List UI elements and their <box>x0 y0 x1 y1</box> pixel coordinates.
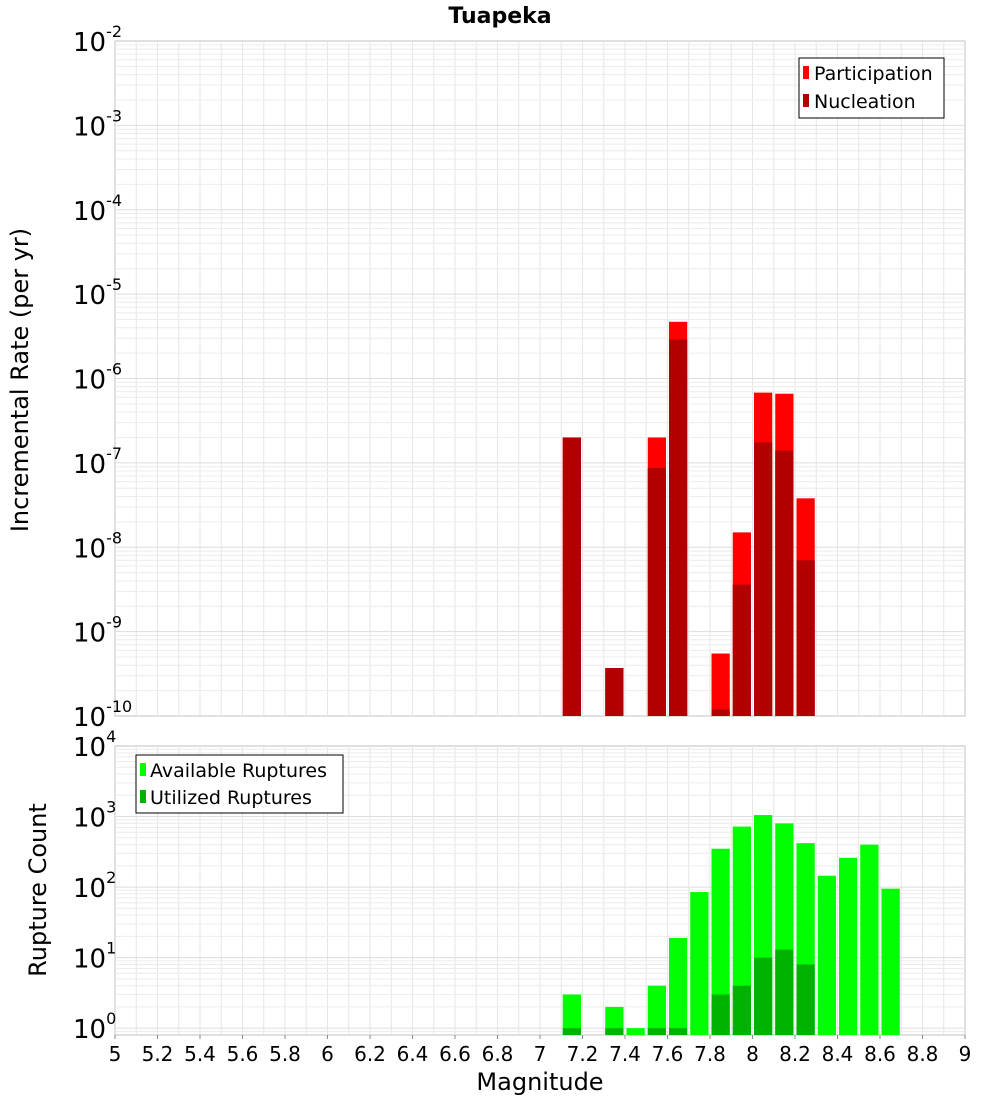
y-tick-label: 100 <box>73 1009 116 1045</box>
x-tick-label: 8.8 <box>907 1042 939 1066</box>
bar-nucleation <box>775 450 794 716</box>
rate-grid <box>115 41 965 716</box>
y-tick-label: 10-10 <box>73 697 132 733</box>
y-tick-label: 10-8 <box>73 528 122 564</box>
x-ticks: 5 5.2 5.4 5.6 5.8 6 6.2 6.4 6.6 6.8 7 7.2 7.4 7.6 7.8 8… <box>109 1035 972 1066</box>
bar-nucleation <box>669 339 688 716</box>
x-tick-label: 7.2 <box>567 1042 599 1066</box>
x-tick-label: 6.2 <box>354 1042 386 1066</box>
legend-swatch-available <box>140 763 146 776</box>
count-legend-box <box>135 754 344 814</box>
x-tick-label: 6.6 <box>439 1042 471 1066</box>
x-tick-label: 5.4 <box>184 1042 216 1066</box>
x-tick-label: 7 <box>534 1042 547 1066</box>
x-tick-label: 9 <box>959 1042 972 1066</box>
bar-utilized-ruptures <box>647 1028 666 1035</box>
bar-utilized-ruptures <box>669 1028 688 1035</box>
bar-available-ruptures <box>605 1006 624 1035</box>
legend-swatch-utilized <box>140 790 146 803</box>
y-tick-label: 10-7 <box>73 444 122 480</box>
count-y-ticks: 100 101 102 103 104 <box>73 727 116 1045</box>
bar-available-ruptures <box>562 994 581 1035</box>
bar-available-ruptures <box>881 888 900 1035</box>
y-tick-label: 10-9 <box>73 613 122 649</box>
bar-nucleation <box>562 437 581 716</box>
bar-nucleation <box>605 668 624 716</box>
x-tick-label: 6.4 <box>397 1042 429 1066</box>
x-tick-label: 5.2 <box>142 1042 174 1066</box>
bar-nucleation <box>754 442 773 716</box>
x-tick-label: 6.8 <box>482 1042 514 1066</box>
x-tick-label: 6 <box>321 1042 334 1066</box>
bar-nucleation <box>796 560 815 716</box>
bar-utilized-ruptures <box>732 985 751 1035</box>
rate-bars <box>562 321 815 716</box>
bar-nucleation <box>647 467 666 716</box>
x-tick-label: 7.4 <box>609 1042 641 1066</box>
y-tick-label: 102 <box>73 868 116 904</box>
legend-swatch-participation <box>803 66 809 79</box>
y-tick-label: 103 <box>73 798 116 834</box>
bar-available-ruptures <box>669 937 688 1035</box>
bar-available-ruptures <box>839 857 858 1035</box>
rate-legend: Participation Nucleation <box>798 57 945 119</box>
count-grid <box>115 746 965 1035</box>
rate-legend-box <box>798 57 945 119</box>
y-tick-label: 10-5 <box>73 275 122 311</box>
bar-nucleation <box>711 709 730 716</box>
rate-panel: 10-10 10-9 10-8 10-7 10-6 10-5 10-4 10-3 10-2 Tu… <box>6 4 966 733</box>
bar-utilized-ruptures <box>711 994 730 1035</box>
bar-utilized-ruptures <box>796 964 815 1035</box>
x-tick-label: 8.4 <box>822 1042 854 1066</box>
rate-y-ticks: 10-10 10-9 10-8 10-7 10-6 10-5 10-4 10-3 10-2 <box>73 22 132 733</box>
legend-label-participation: Participation <box>814 63 933 85</box>
y-tick-label: 10-4 <box>73 191 122 227</box>
rate-y-axis-label: Incremental Rate (per yr) <box>6 228 34 532</box>
x-tick-label: 8 <box>746 1042 759 1066</box>
x-tick-label: 7.8 <box>694 1042 726 1066</box>
bar-available-ruptures <box>817 875 836 1035</box>
legend-label-available: Available Ruptures <box>150 760 327 782</box>
bar-utilized-ruptures <box>605 1028 624 1035</box>
count-y-axis-label: Rupture Count <box>24 803 52 977</box>
y-tick-label: 10-6 <box>73 360 122 396</box>
bar-available-ruptures <box>732 826 751 1035</box>
x-tick-label: 8.2 <box>779 1042 811 1066</box>
bar-utilized-ruptures <box>562 1028 581 1035</box>
count-bars <box>562 815 900 1035</box>
bar-utilized-ruptures <box>754 957 773 1035</box>
y-tick-label: 10-3 <box>73 106 122 142</box>
x-tick-label: 7.6 <box>652 1042 684 1066</box>
bar-participation <box>711 653 730 716</box>
chart-title: Tuapeka <box>448 4 551 29</box>
y-tick-label: 101 <box>73 939 116 975</box>
legend-label-nucleation: Nucleation <box>814 91 916 113</box>
y-tick-label: 104 <box>73 727 116 763</box>
bar-nucleation <box>732 584 751 716</box>
x-tick-label: 5.6 <box>227 1042 259 1066</box>
bar-utilized-ruptures <box>775 949 794 1035</box>
x-tick-label: 5 <box>109 1042 122 1066</box>
x-tick-label: 5.8 <box>269 1042 301 1066</box>
bar-available-ruptures <box>690 892 709 1035</box>
count-panel: 100 101 102 103 104 5 5.2 5.4 5.6 5.8 6 6.2 6.4 6.6 6… <box>24 727 971 1096</box>
legend-label-utilized: Utilized Ruptures <box>150 787 312 809</box>
y-tick-label: 10-2 <box>73 22 122 58</box>
bar-available-ruptures <box>860 844 879 1035</box>
count-legend: Available Ruptures Utilized Ruptures <box>135 754 344 814</box>
bar-available-ruptures <box>711 848 730 1035</box>
x-axis-label: Magnitude <box>476 1068 603 1096</box>
bar-available-ruptures <box>647 985 666 1035</box>
x-tick-label: 8.6 <box>864 1042 896 1066</box>
bar-available-ruptures <box>626 1028 645 1035</box>
legend-swatch-nucleation <box>803 94 809 107</box>
